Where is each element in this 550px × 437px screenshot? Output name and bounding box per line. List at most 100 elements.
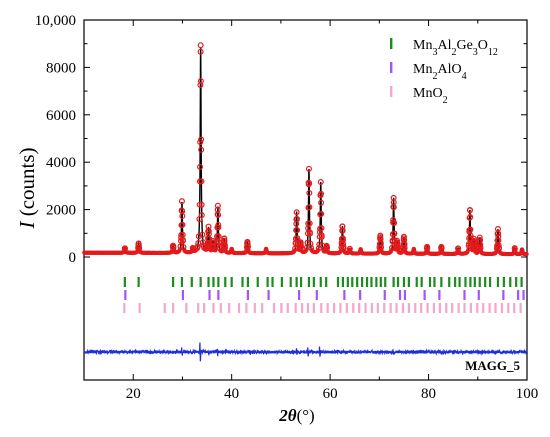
reflection-marker: [345, 303, 348, 313]
legend-text: Mn: [413, 62, 432, 77]
observed-point: [318, 225, 325, 232]
reflection-marker: [484, 277, 487, 287]
observed-point: [402, 247, 407, 252]
observed-point: [391, 219, 398, 226]
reflection-marker: [396, 277, 400, 287]
legend-subscript: 3: [432, 47, 437, 58]
reflection-marker: [507, 303, 510, 313]
reflection-marker: [379, 277, 382, 287]
observed-point: [205, 228, 212, 235]
observed-point: [359, 250, 364, 255]
reflection-marker: [352, 303, 355, 313]
reflection-marker: [180, 277, 184, 287]
observed-point: [298, 243, 305, 250]
reflection-marker: [502, 277, 505, 287]
reflection-marker: [457, 303, 460, 313]
observed-point: [377, 240, 384, 247]
reflection-marker: [502, 290, 505, 300]
reflection-marker: [438, 290, 441, 300]
observed-point: [467, 226, 474, 233]
reflection-marker: [325, 277, 328, 287]
reflection-marker: [185, 303, 188, 313]
reflection-marker: [351, 277, 354, 287]
reflection-marker: [365, 277, 369, 287]
observed-point: [215, 233, 222, 240]
observed-point: [325, 249, 330, 254]
observed-point: [521, 251, 526, 256]
observed-point: [477, 244, 484, 251]
reflection-marker: [500, 303, 503, 313]
reflection-marker: [289, 277, 292, 287]
reflection-marker: [346, 277, 349, 287]
reflection-marker: [217, 290, 220, 300]
reflection-marker: [389, 303, 392, 313]
reflection-marker: [515, 277, 518, 287]
legend-text: Mn: [413, 38, 432, 53]
reflection-marker: [246, 290, 250, 300]
observed-point: [438, 244, 445, 251]
sample-label: MAGG_5: [465, 358, 520, 373]
reflection-marker: [212, 277, 215, 287]
x-tick-label: 60: [323, 386, 338, 402]
reflection-marker: [440, 277, 443, 287]
reflection-marker: [376, 303, 379, 313]
reflection-marker: [208, 290, 211, 300]
reflection-marker: [261, 303, 264, 313]
reflection-marker: [306, 303, 310, 313]
reflection-marker: [237, 303, 241, 313]
reflection-marker: [383, 290, 386, 300]
reflection-marker: [326, 303, 329, 313]
reflection-marker: [339, 303, 342, 313]
legend-text: Ge: [456, 38, 472, 53]
observed-point: [230, 249, 235, 255]
reflection-marker: [356, 277, 359, 287]
tick-labels: 20 40 60 80 100 0 2000 4000 6000 8000 10,000: [35, 13, 539, 402]
reflection-marker: [207, 277, 210, 287]
reflection-marker: [319, 277, 322, 287]
reflection-marker: [203, 303, 206, 313]
reflection-marker: [280, 303, 283, 313]
observed-point: [306, 180, 313, 187]
observed-point: [470, 235, 477, 242]
observed-point: [318, 190, 325, 197]
observed-point: [244, 240, 251, 247]
x-axis-unit: (°): [297, 406, 315, 425]
observed-point: [297, 241, 304, 248]
y-tick-label: 2000: [46, 203, 76, 219]
observed-point: [440, 250, 445, 255]
x-tick-label: 40: [224, 386, 239, 402]
reflection-marker: [370, 277, 373, 287]
reflection-marker: [253, 303, 256, 313]
reflection-marker: [407, 303, 410, 313]
reflection-marker: [375, 277, 378, 287]
observed-point: [394, 245, 401, 252]
observed-point: [197, 139, 204, 146]
x-tick-label: 80: [421, 386, 436, 402]
observed-point: [198, 136, 205, 143]
reflection-marker: [428, 277, 432, 287]
observed-point: [172, 248, 177, 254]
observed-point: [198, 212, 205, 219]
observed-point: [294, 227, 301, 234]
reflection-marker: [401, 303, 405, 313]
reflection-marker: [138, 303, 141, 313]
legend-swatch: [390, 38, 393, 49]
observed-point: [316, 241, 323, 248]
reflection-marker: [197, 303, 200, 313]
reflection-marker: [228, 303, 231, 313]
observed-point: [197, 78, 204, 85]
y-axis-title: I (counts): [15, 147, 39, 229]
reflection-marker: [224, 277, 227, 287]
reflection-marker: [476, 303, 479, 313]
reflection-marker: [190, 277, 193, 287]
observed-point: [457, 250, 462, 255]
x-tick-label: 100: [516, 386, 539, 402]
reflection-marker: [245, 303, 248, 313]
reflection-marker: [520, 277, 523, 287]
observed-point: [177, 237, 184, 244]
reflection-marker: [343, 290, 346, 300]
observed-point: [197, 42, 204, 49]
observed-point: [197, 48, 204, 55]
